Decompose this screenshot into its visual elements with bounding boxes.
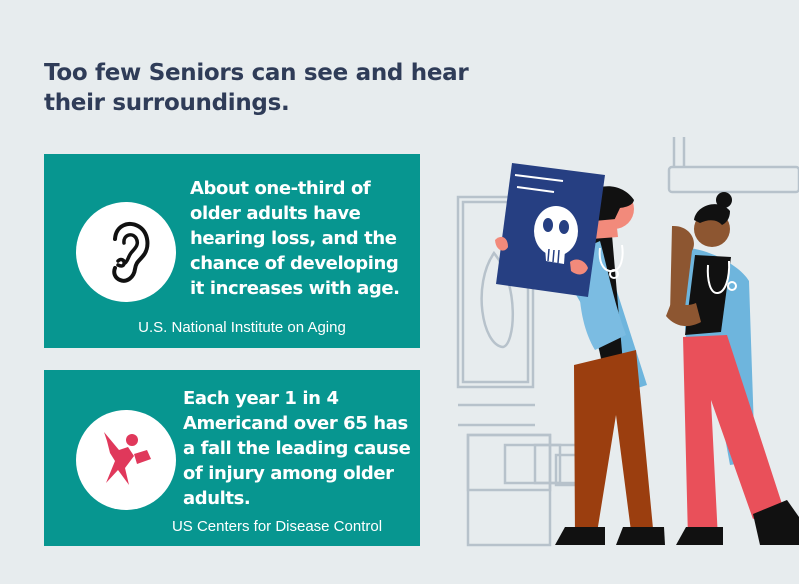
falls-statistic: Each year 1 in 4 Americand over 65 has a… bbox=[183, 388, 411, 509]
ear-icon bbox=[112, 221, 150, 283]
hearing-loss-source: U.S. National Institute on Aging bbox=[138, 319, 346, 336]
doctors-xray-illustration bbox=[456, 137, 799, 547]
headline: Too few Seniors can see and hear their s… bbox=[44, 60, 469, 116]
falls-source: US Centers for Disease Control bbox=[171, 518, 383, 535]
falls-card: Each year 1 in 4 Americand over 65 has a… bbox=[44, 370, 420, 546]
hearing-loss-card: About one-third of older adults have hea… bbox=[44, 154, 420, 348]
falling-person-icon bbox=[104, 432, 151, 485]
doctor-right bbox=[666, 192, 799, 545]
hearing-icon-circle bbox=[76, 202, 176, 302]
x-ray-panel bbox=[495, 163, 605, 297]
hearing-loss-statistic: About one-third of older adults have hea… bbox=[190, 178, 400, 299]
falls-icon-circle bbox=[76, 410, 176, 510]
